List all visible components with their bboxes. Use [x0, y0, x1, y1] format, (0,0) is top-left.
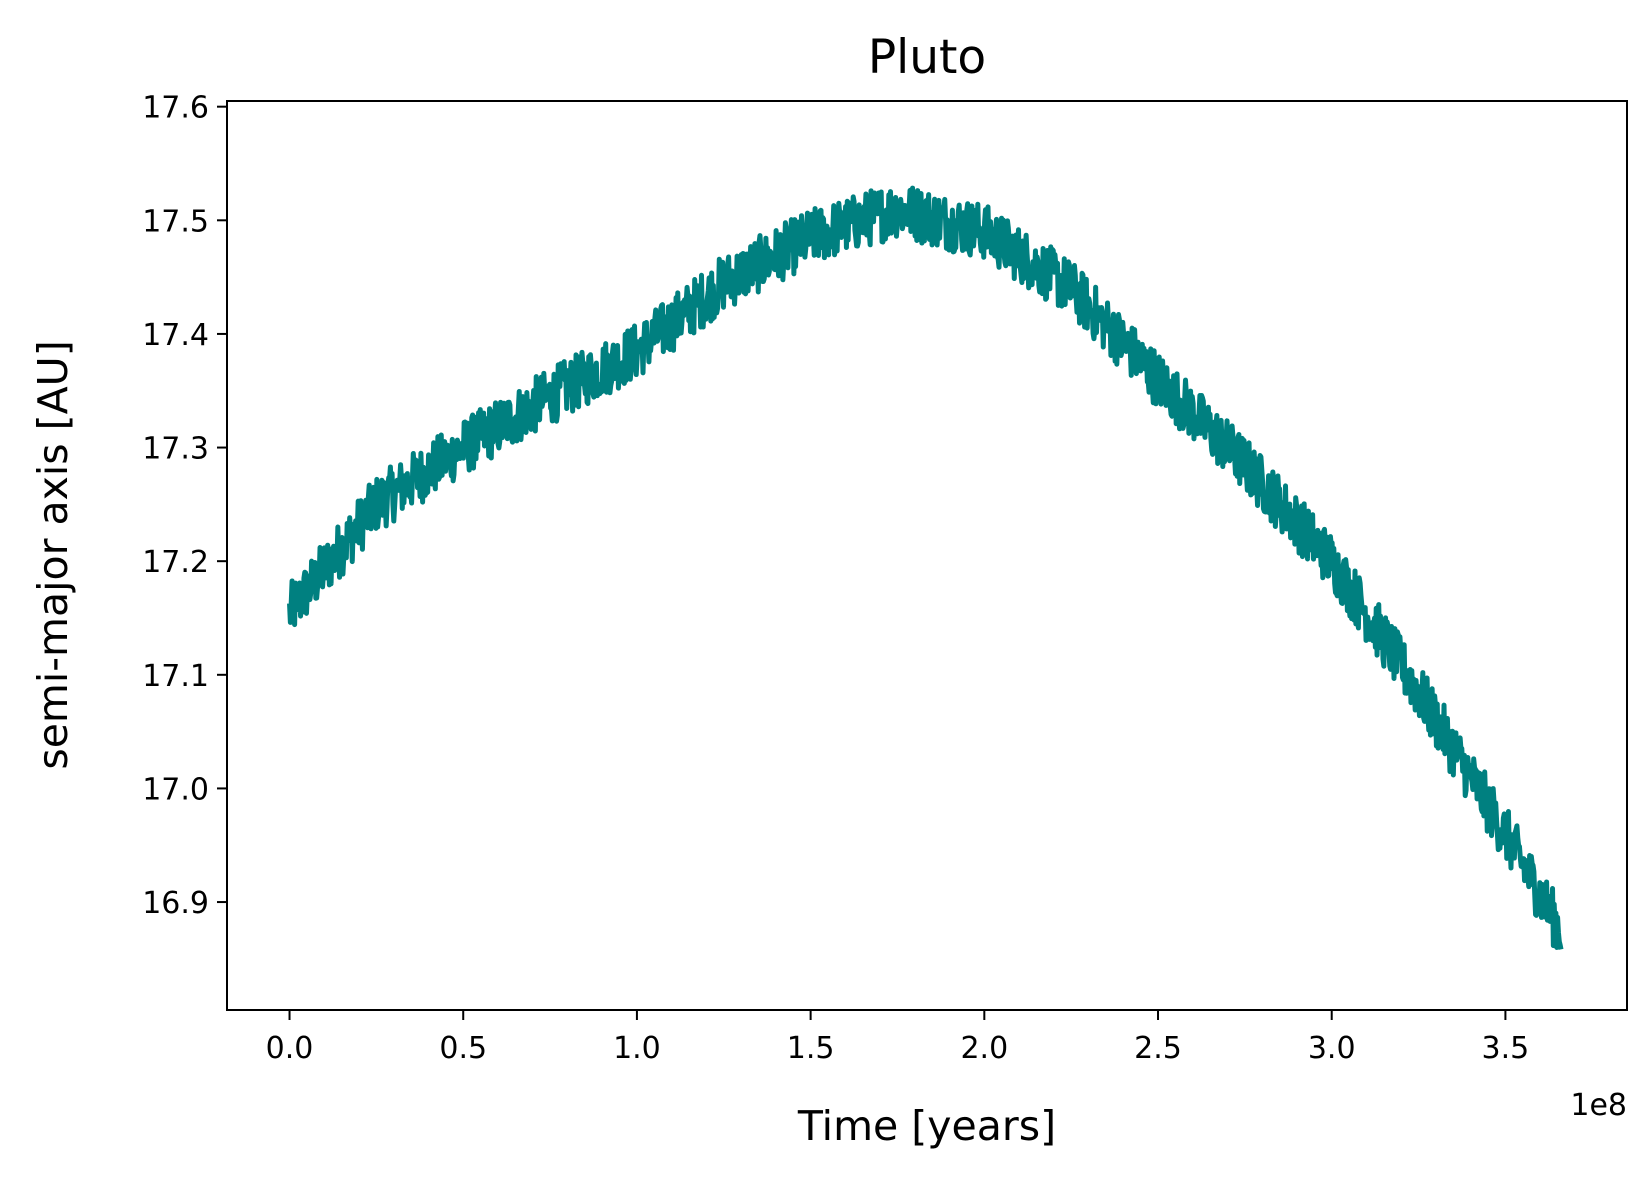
plot-frame [226, 100, 1628, 1011]
x-axis-offset-label: 1e8 [1570, 1088, 1627, 1123]
y-axis-label: semi-major axis [AU] [29, 340, 77, 769]
y-tick-label: 17.6 [142, 91, 209, 126]
x-tick-label: 2.5 [1134, 1031, 1182, 1066]
y-tick-label: 17.0 [142, 772, 209, 807]
y-tick-label: 17.1 [142, 659, 209, 694]
chart-title: Pluto [868, 30, 986, 85]
x-tick-label: 3.5 [1482, 1031, 1530, 1066]
x-tick-label: 0.5 [439, 1031, 487, 1066]
x-axis-ticks: 0.0 0.5 1.0 1.5 2.0 2.5 3.0 3.5 [266, 1010, 1530, 1066]
y-tick-label: 17.5 [142, 204, 209, 239]
x-tick-label: 3.0 [1308, 1031, 1356, 1066]
data-line [287, 185, 1564, 950]
y-tick-label: 17.4 [142, 318, 209, 353]
x-tick-label: 2.0 [960, 1031, 1008, 1066]
x-axis-label: Time [years] [797, 1102, 1056, 1150]
y-axis-ticks: 16.9 17.0 17.1 17.2 17.3 17.4 17.5 17.6 [142, 91, 227, 921]
y-tick-label: 17.3 [142, 432, 209, 467]
x-tick-label: 1.0 [613, 1031, 661, 1066]
y-tick-label: 16.9 [142, 886, 209, 921]
plot-area [227, 101, 1627, 1010]
x-tick-label: 0.0 [266, 1031, 314, 1066]
x-tick-label: 1.5 [787, 1031, 835, 1066]
y-tick-label: 17.2 [142, 545, 209, 580]
